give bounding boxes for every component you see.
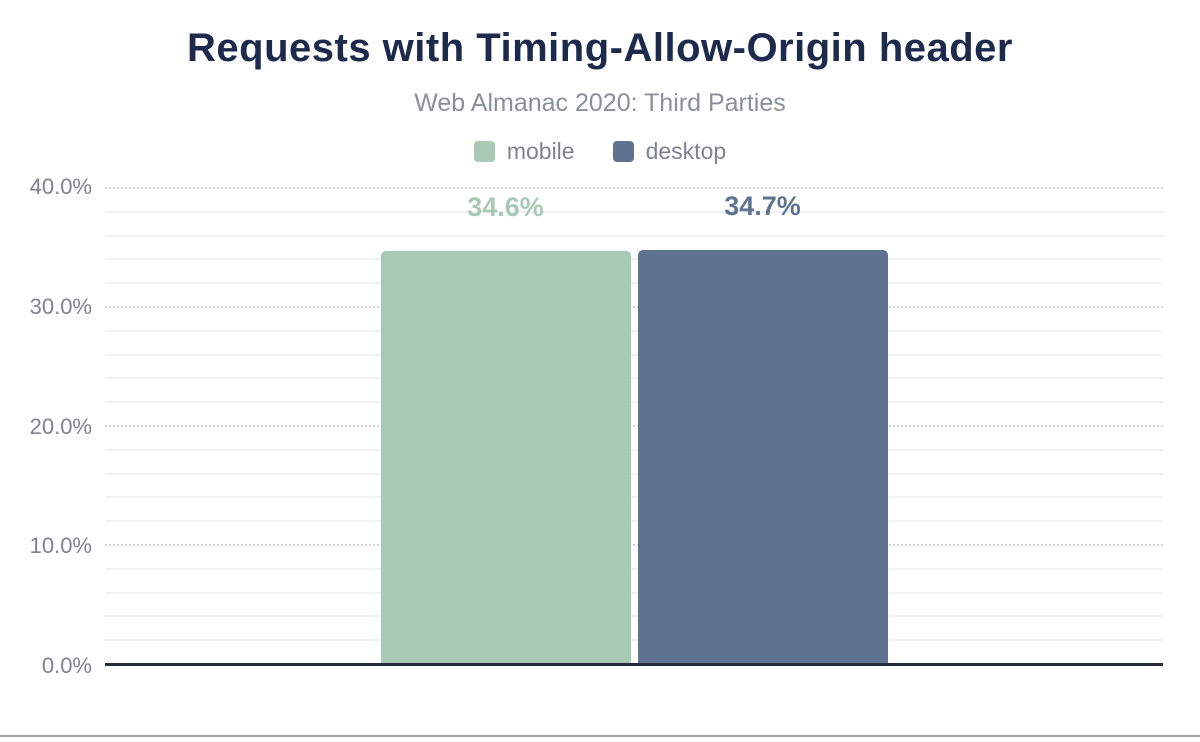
legend-label-desktop: desktop [645, 138, 727, 164]
legend-item-mobile: mobile [473, 138, 575, 165]
gridline-minor [105, 377, 1163, 380]
gridline-minor [105, 591, 1163, 594]
chart-title: Requests with Timing-Allow-Origin header [187, 26, 1013, 70]
gridline-minor [105, 615, 1163, 618]
bar-desktop [637, 250, 888, 663]
bottom-divider [0, 735, 1200, 737]
gridline-major [105, 544, 1163, 546]
bar-value-label-mobile: 34.6% [467, 192, 544, 223]
y-tick-label: 10.0% [29, 533, 92, 559]
bar-column-mobile: 34.6% [380, 187, 631, 663]
legend: mobile desktop [0, 138, 1200, 165]
gridline-minor [105, 210, 1163, 213]
y-tick-label: 0.0% [41, 653, 92, 678]
gridline-minor [105, 639, 1163, 642]
gridline-minor [105, 258, 1163, 261]
legend-swatch-desktop [612, 141, 634, 162]
bar-mobile [380, 251, 631, 663]
y-tick-label: 40.0% [29, 174, 92, 199]
legend-label-mobile: mobile [506, 138, 575, 164]
gridline-minor [105, 520, 1163, 523]
gridline-minor [105, 567, 1163, 570]
bar-column-desktop: 34.7% [637, 187, 888, 663]
legend-swatch-mobile [473, 141, 495, 162]
gridline-major [105, 306, 1163, 308]
chart-subtitle: Web Almanac 2020: Third Parties [414, 89, 786, 117]
gridline-minor [105, 496, 1163, 499]
gridline-minor [105, 472, 1163, 475]
gridline-minor [105, 234, 1163, 237]
gridline-minor [105, 401, 1163, 404]
gridline-major [105, 187, 1163, 189]
gridline-minor [105, 353, 1163, 356]
bars: 34.6% 34.7% [105, 187, 1163, 663]
legend-item-desktop: desktop [612, 138, 727, 165]
gridline-minor [105, 448, 1163, 451]
bar-value-label-desktop: 34.7% [724, 191, 801, 222]
gridline-major [105, 425, 1163, 427]
gridline-minor [105, 329, 1163, 332]
y-tick-label: 30.0% [29, 293, 92, 319]
y-tick-label: 20.0% [29, 413, 92, 439]
plot-area: 34.6% 34.7% [105, 187, 1163, 666]
y-axis: 0.0% 10.0% 20.0% 30.0% 40.0% [0, 174, 92, 678]
gridline-minor [105, 282, 1163, 285]
